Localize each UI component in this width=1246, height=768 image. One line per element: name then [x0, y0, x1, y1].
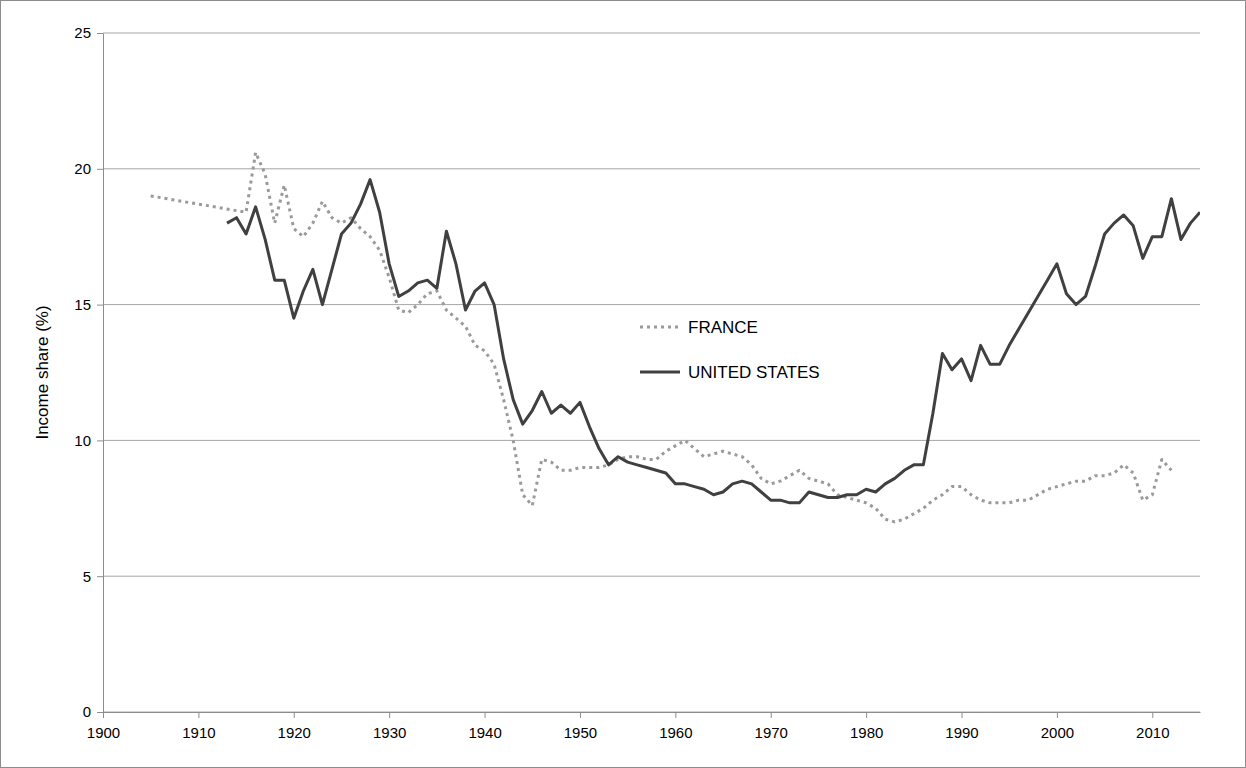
- x-tick: 1920: [278, 712, 311, 741]
- legend-swatch: [640, 371, 680, 374]
- x-tick: 1980: [850, 712, 883, 741]
- x-tick: 1930: [373, 712, 406, 741]
- grid-line: [103, 440, 1200, 441]
- x-tick: 1970: [755, 712, 788, 741]
- x-tick: 1910: [182, 712, 215, 741]
- y-tick: 20: [74, 160, 103, 177]
- x-tick-mark: [103, 712, 104, 718]
- x-tick-mark: [962, 712, 963, 718]
- y-tick-mark: [97, 305, 103, 306]
- x-tick-mark: [1057, 712, 1058, 718]
- grid-line: [103, 33, 1200, 34]
- y-tick-label: 25: [74, 24, 91, 41]
- y-tick-mark: [97, 440, 103, 441]
- chart: 1900 1910 1920 1930 1940 1950 1960 1970 1980 1990…: [0, 0, 1246, 768]
- x-tick-mark: [675, 712, 676, 718]
- plot-area: [151, 153, 1200, 522]
- x-tick: 2000: [1041, 712, 1074, 741]
- x-tick-mark: [389, 712, 390, 718]
- x-tick-label: 1970: [755, 724, 788, 741]
- x-tick-mark: [866, 712, 867, 718]
- grid: [103, 33, 1200, 712]
- x-axis-line: [104, 712, 1201, 713]
- x-tick-label: 1940: [468, 724, 501, 741]
- x-tick-label: 2010: [1136, 724, 1169, 741]
- y-tick-label: 5: [83, 568, 91, 585]
- x-tick-mark: [1152, 712, 1153, 718]
- x-tick-mark: [771, 712, 772, 718]
- x-tick-label: 1950: [564, 724, 597, 741]
- x-tick-label: 1960: [659, 724, 692, 741]
- frame: [1, 1, 1246, 768]
- x-tick-mark: [198, 712, 199, 718]
- x-tick: 1950: [564, 712, 597, 741]
- grid-line: [103, 576, 1200, 577]
- y-axis: 0 5 10 15 20 25: [74, 24, 103, 720]
- grid-line: [103, 304, 1200, 305]
- series-line: [151, 153, 1172, 522]
- y-tick: 10: [74, 432, 103, 449]
- y-tick-label: 15: [74, 296, 91, 313]
- y-tick: 0: [83, 703, 103, 720]
- legend-label: FRANCE: [688, 318, 758, 337]
- x-tick: 1940: [468, 712, 501, 741]
- grid-line: [103, 712, 1200, 713]
- y-tick: 15: [74, 296, 103, 313]
- grid-line: [103, 168, 1200, 169]
- y-tick: 25: [74, 24, 103, 41]
- series-line: [227, 180, 1200, 503]
- x-tick-label: 1920: [278, 724, 311, 741]
- y-tick-mark: [97, 33, 103, 34]
- x-tick: 1990: [945, 712, 978, 741]
- y-tick: 5: [83, 568, 103, 585]
- y-tick-label: 0: [83, 703, 91, 720]
- x-tick-label: 1910: [182, 724, 215, 741]
- x-tick-label: 1990: [945, 724, 978, 741]
- x-tick: 1900: [87, 712, 120, 741]
- x-tick: 2010: [1136, 712, 1169, 741]
- x-tick-label: 1900: [87, 724, 120, 741]
- y-tick-label: 10: [74, 432, 91, 449]
- x-tick-mark: [294, 712, 295, 718]
- y-tick-label: 20: [74, 160, 91, 177]
- x-tick: 1960: [659, 712, 692, 741]
- x-tick-label: 1930: [373, 724, 406, 741]
- x-tick-mark: [485, 712, 486, 718]
- x-tick-label: 1980: [850, 724, 883, 741]
- legend-swatch: [640, 326, 680, 329]
- y-axis-line: [103, 34, 104, 713]
- x-tick-mark: [580, 712, 581, 718]
- x-axis: 1900 1910 1920 1930 1940 1950 1960 1970 1980 1990…: [87, 712, 1201, 741]
- y-tick-mark: [97, 712, 103, 713]
- x-tick-label: 2000: [1041, 724, 1074, 741]
- y-tick-mark: [97, 576, 103, 577]
- legend: FRANCE UNITED STATES: [640, 318, 820, 382]
- y-axis-title: Income share (%): [33, 305, 52, 439]
- y-tick-mark: [97, 169, 103, 170]
- legend-label: UNITED STATES: [688, 363, 820, 382]
